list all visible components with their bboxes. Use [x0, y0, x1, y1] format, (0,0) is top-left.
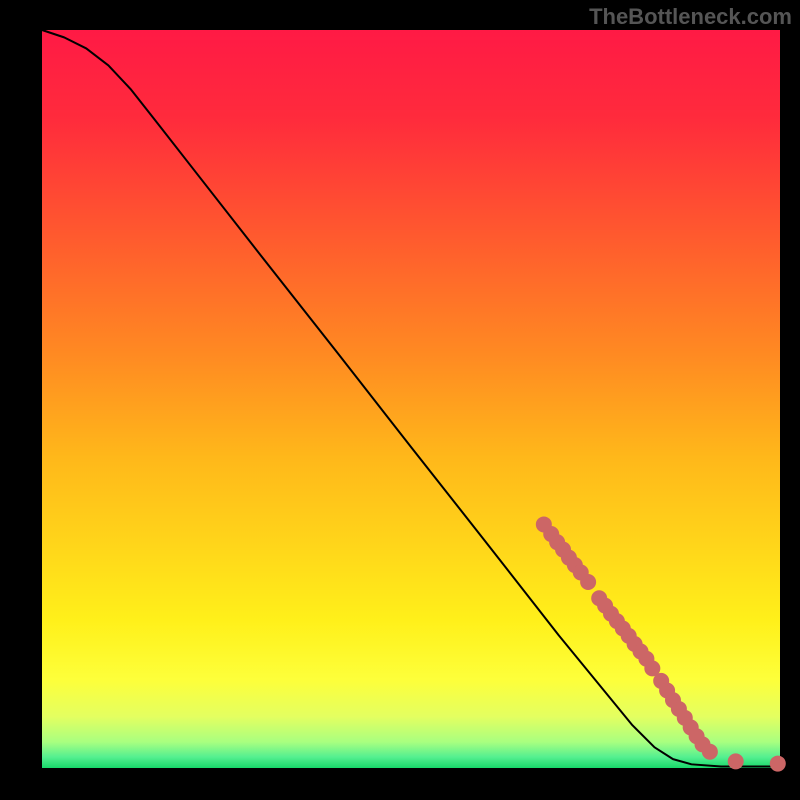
data-marker — [581, 575, 596, 590]
chart-svg — [0, 0, 800, 800]
watermark-text: TheBottleneck.com — [589, 4, 792, 30]
plot-area — [42, 30, 780, 768]
data-marker — [645, 661, 660, 676]
chart-stage: TheBottleneck.com — [0, 0, 800, 800]
data-marker — [728, 754, 743, 769]
data-marker — [702, 744, 717, 759]
data-marker — [770, 756, 785, 771]
